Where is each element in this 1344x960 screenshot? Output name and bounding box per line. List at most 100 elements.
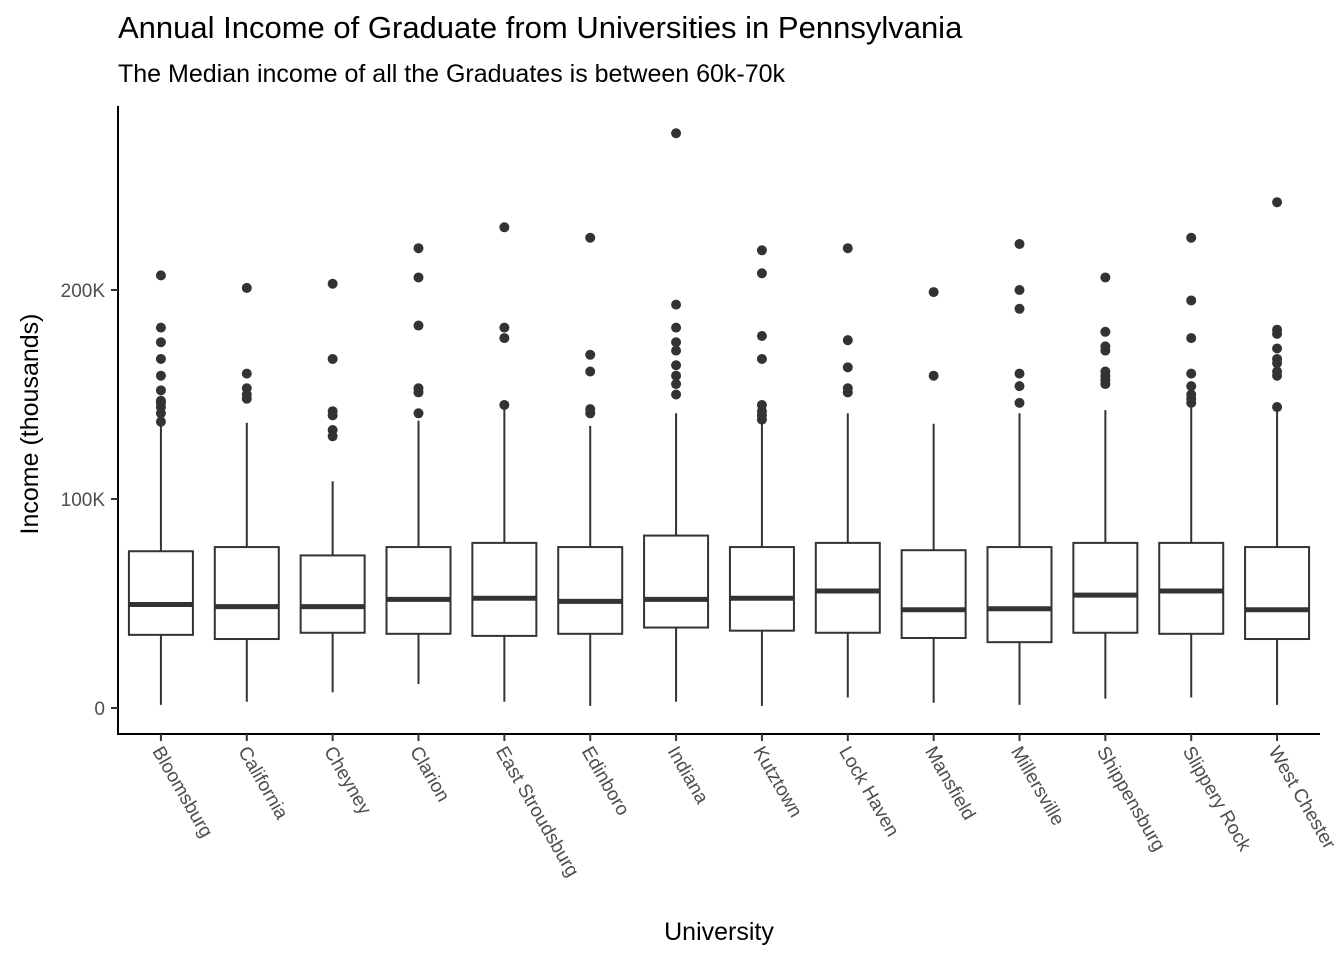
outlier-point [1272,353,1283,364]
outlier-point [413,383,424,394]
outlier-point [756,268,767,279]
iqr-box [557,546,624,635]
outlier-point [585,349,596,360]
outlier-point [756,399,767,410]
outlier-point [155,270,166,281]
outlier-point [928,370,939,381]
x-tick-label: East Stroudsburg [491,743,583,881]
iqr-box [213,546,280,641]
outlier-point [842,243,853,254]
outlier-point [1186,295,1197,306]
y-tick-label: 100K [61,490,106,511]
iqr-box [1244,546,1311,641]
box-california [213,282,280,702]
outlier-point [327,406,338,417]
outlier-point [499,333,510,344]
x-tick-label: Shippensburg [1092,743,1169,855]
outlier-point [1186,333,1197,344]
outlier-point [1272,197,1283,208]
outlier-point [155,322,166,333]
iqr-box [299,554,366,634]
iqr-box [900,549,967,639]
outlier-point [1186,381,1197,392]
outlier-point [1014,368,1025,379]
box-shippensburg [1072,272,1139,699]
outlier-point [413,243,424,254]
outlier-point [585,366,596,377]
x-tick-label: Mansfield [920,743,979,824]
outlier-point [241,282,252,293]
outlier-point [671,322,682,333]
axes-layer [117,106,1320,735]
box-west-chester [1244,197,1311,705]
outlier-point [327,278,338,289]
chart-subtitle: The Median income of all the Graduates i… [118,60,786,88]
outlier-point [1272,366,1283,377]
outlier-point [671,128,682,139]
outlier-point [671,337,682,348]
box-kutztown [728,245,795,706]
boxes-layer [127,128,1311,706]
box-edinboro [557,232,624,706]
outlier-point [928,287,939,298]
x-tick-label: Indiana [663,743,713,808]
outlier-point [1272,343,1283,354]
x-tick-label: Clarion [405,743,453,806]
x-tick-label: Bloomsburg [148,743,217,841]
outlier-point [1014,285,1025,295]
outlier-point [413,320,424,331]
outlier-point [671,379,682,390]
box-bloomsburg [127,270,194,705]
outlier-point [1014,303,1025,314]
box-cheyney [299,278,366,693]
box-slippery-rock [1158,232,1225,698]
y-tick-label: 0 [94,699,105,720]
y-axis-title: Income (thousands) [16,314,44,535]
outlier-point [671,360,682,371]
outlier-point [585,232,596,243]
outlier-point [842,362,853,373]
outlier-point [499,322,510,333]
y-tick-label: 200K [61,281,106,302]
iqr-box [385,546,452,635]
x-axis-title: University [664,918,774,946]
x-tick-label: Millersville [1006,743,1068,829]
x-tick-label: Kutztown [749,743,806,821]
outlier-point [1100,272,1111,283]
iqr-box [643,534,710,629]
outlier-point [1100,326,1111,337]
outlier-point [155,370,166,381]
outlier-point [1272,324,1283,335]
outlier-point [671,345,682,356]
outlier-point [671,299,682,310]
outlier-point [756,245,767,256]
outlier-point [1186,389,1197,400]
iqr-box [986,546,1053,644]
outlier-point [1100,366,1111,377]
iqr-box [471,541,538,637]
x-tick-label: Cheyney [319,743,375,819]
x-tick-label: California [233,743,292,823]
x-tick-label: West Chester [1264,743,1340,853]
outlier-point [413,272,424,283]
outlier-point [413,408,424,419]
box-mansfield [900,287,967,703]
outlier-point [155,385,166,396]
iqr-box [1158,541,1225,635]
outlier-point [842,335,853,346]
outlier-point [1272,402,1283,413]
x-tick-label: Lock Haven [834,743,902,840]
outlier-point [1186,232,1197,243]
box-east-stroudsburg [471,222,538,702]
outlier-point [671,370,682,381]
outlier-point [756,353,767,364]
outlier-point [671,389,682,400]
iqr-box [127,550,194,636]
chart-title: Annual Income of Graduate from Universit… [118,10,963,45]
outlier-point [1014,239,1025,250]
outlier-point [756,330,767,341]
outlier-point [1014,397,1025,408]
outlier-point [585,404,596,415]
outlier-point [327,353,338,364]
